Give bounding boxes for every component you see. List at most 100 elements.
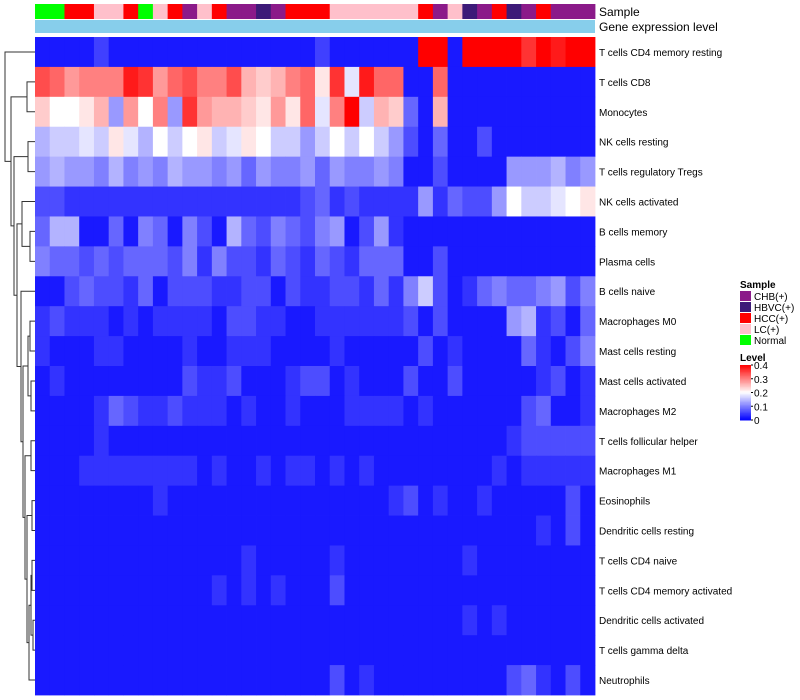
heatmap-cell: [241, 515, 257, 546]
heatmap-cell: [241, 126, 257, 158]
heatmap-cell: [108, 216, 124, 247]
heatmap-cell: [300, 545, 316, 576]
heatmap-cell: [550, 635, 566, 666]
heatmap-cell: [477, 425, 493, 457]
heatmap-cell: [418, 635, 434, 666]
heatmap-cell: [211, 66, 227, 98]
heatmap-cell: [462, 395, 478, 427]
heatmap-cell: [373, 126, 390, 158]
heatmap-cell: [580, 246, 596, 277]
heatmap-cell: [241, 366, 257, 397]
heatmap-cell: [506, 336, 522, 367]
heatmap-cell: [285, 455, 301, 487]
heatmap-cell: [432, 545, 449, 576]
heatmap-cell: [270, 575, 286, 606]
heatmap-cell: [373, 635, 390, 666]
sample-annotation-cell: [182, 4, 198, 19]
heatmap-cell: [432, 276, 449, 307]
heatmap-cell: [256, 186, 272, 217]
heatmap-cell: [550, 575, 566, 606]
heatmap-cell: [388, 216, 404, 247]
sample-annotation-cell: [344, 4, 360, 19]
heatmap-cell: [580, 395, 596, 427]
heatmap-cell: [182, 395, 198, 427]
heatmap-cell: [388, 306, 404, 337]
heatmap-cell: [270, 246, 286, 277]
heatmap-cell: [270, 455, 286, 487]
heatmap-cell: [123, 425, 139, 457]
legend-gradient-step: [740, 377, 751, 380]
heatmap-cell: [49, 37, 65, 68]
heatmap-cell: [329, 665, 345, 696]
heatmap-cell: [167, 366, 183, 397]
heatmap-cell: [550, 66, 566, 98]
heatmap-cell: [344, 635, 360, 666]
row-label: NK cells resting: [599, 138, 668, 149]
heatmap-cell: [521, 336, 537, 367]
heatmap-cell: [536, 605, 552, 636]
heatmap-cell: [315, 485, 331, 516]
heatmap-cell: [477, 665, 493, 696]
heatmap-cell: [432, 605, 449, 636]
heatmap-cell: [550, 545, 566, 576]
heatmap-cell: [491, 306, 507, 337]
heatmap-cell: [138, 665, 154, 696]
heatmap-cell: [521, 216, 537, 247]
heatmap-cell: [79, 635, 95, 666]
heatmap-cell: [359, 306, 375, 337]
heatmap-cell: [35, 96, 51, 128]
legend: Sample CHB(+)HBVC(+)HCC(+)LC(+)Normal Le…: [740, 280, 794, 427]
heatmap-cell: [256, 96, 272, 128]
heatmap-cell: [241, 575, 257, 606]
heatmap-cell: [241, 66, 257, 98]
heatmap-cell: [93, 665, 110, 696]
heatmap-cell: [418, 605, 434, 636]
heatmap-cell: [447, 425, 463, 457]
heatmap-cell: [182, 66, 198, 98]
heatmap-cell: [167, 66, 183, 98]
heatmap-cell: [315, 425, 331, 457]
heatmap-cell: [256, 336, 272, 367]
heatmap-cell: [108, 37, 124, 68]
heatmap-cell: [93, 425, 110, 457]
heatmap-cell: [344, 306, 360, 337]
heatmap-cell: [418, 575, 434, 606]
legend-swatch: [740, 302, 751, 312]
heatmap-cell: [359, 515, 375, 546]
row-label: Dendritic cells resting: [599, 527, 694, 538]
sample-annotation-cell: [580, 4, 596, 19]
heatmap-cell: [256, 246, 272, 277]
heatmap-cell: [432, 66, 449, 98]
heatmap-cell: [270, 545, 286, 576]
heatmap-cell: [447, 455, 463, 487]
heatmap-cell: [197, 605, 213, 636]
heatmap-cell: [167, 126, 183, 158]
heatmap-cell: [344, 216, 360, 247]
legend-gradient-step: [740, 387, 751, 389]
heatmap-cell: [79, 336, 95, 367]
heatmap-cell: [447, 306, 463, 337]
heatmap-cell: [123, 455, 139, 487]
heatmap-cell: [93, 96, 110, 128]
heatmap-cell: [388, 96, 404, 128]
heatmap-cell: [550, 425, 566, 457]
heatmap-cell: [506, 306, 522, 337]
heatmap-cell: [506, 485, 522, 516]
heatmap-cell: [35, 246, 51, 277]
heatmap-cell: [403, 336, 419, 367]
heatmap-cell: [329, 605, 345, 636]
heatmap-cell: [550, 336, 566, 367]
legend-sample-items: CHB(+)HBVC(+)HCC(+)LC(+)Normal: [740, 291, 794, 347]
heatmap-cell: [182, 336, 198, 367]
heatmap-cell: [226, 366, 242, 397]
heatmap-cell: [359, 336, 375, 367]
heatmap-cell: [182, 575, 198, 606]
heatmap-cell: [359, 276, 375, 307]
heatmap-cell: [182, 425, 198, 457]
heatmap-cell: [462, 186, 478, 217]
heatmap-cell: [197, 156, 213, 187]
heatmap-cell: [536, 216, 552, 247]
heatmap-cell: [182, 306, 198, 337]
heatmap-cell: [49, 366, 65, 397]
heatmap-cell: [344, 246, 360, 277]
